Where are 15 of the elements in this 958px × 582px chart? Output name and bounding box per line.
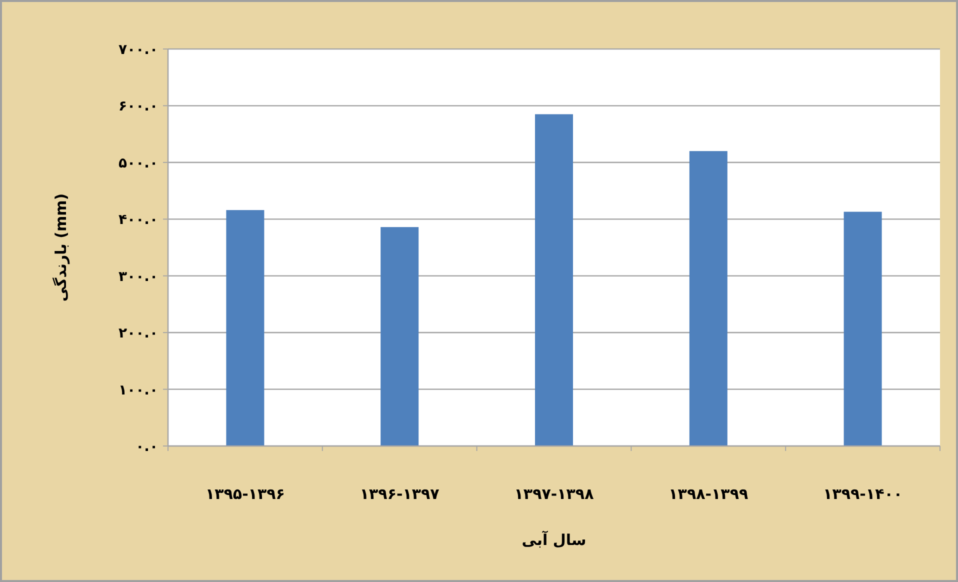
y-tick-label: ۶۰۰.۰ [118,98,158,115]
x-axis-title: سال آبی [522,530,586,549]
y-tick-label: ۳۰۰.۰ [118,268,158,285]
y-tick-label: ۵۰۰.۰ [118,155,158,172]
x-tick-label: ۱۳۹۶-۱۳۹۷ [360,485,440,503]
x-tick-label: ۱۳۹۸-۱۳۹۹ [668,485,748,503]
y-tick-label: ۰.۰ [136,439,158,455]
y-tick-label: ۱۰۰.۰ [118,382,158,398]
x-tick-label: ۱۳۹۵-۱۳۹۶ [205,485,285,503]
y-tick-label: ۲۰۰.۰ [118,326,158,342]
y-tick-label: ۴۰۰.۰ [118,212,158,228]
y-tick-label: ۷۰۰.۰ [118,42,158,58]
x-tick-label: ۱۳۹۹-۱۴۰۰ [823,485,903,503]
x-tick-label: ۱۳۹۷-۱۳۹۸ [514,485,594,503]
y-axis-title: بارندگی (mm) [52,193,70,302]
